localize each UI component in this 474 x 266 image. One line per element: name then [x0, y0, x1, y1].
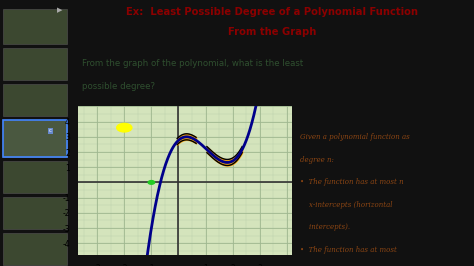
- Text: ▶: ▶: [57, 7, 62, 13]
- Text: possible degree?: possible degree?: [82, 82, 155, 92]
- Text: degree n:: degree n:: [301, 156, 334, 164]
- Text: Given a polynomial function as: Given a polynomial function as: [301, 133, 410, 141]
- Bar: [3, 233, 67, 265]
- Bar: [3, 84, 67, 116]
- Text: c: c: [49, 128, 52, 133]
- Bar: [3, 48, 67, 80]
- Bar: [3, 120, 67, 157]
- Text: From the graph of the polynomial, what is the least: From the graph of the polynomial, what i…: [82, 59, 303, 68]
- Text: x-intercepts (horizontal: x-intercepts (horizontal: [301, 201, 393, 209]
- Bar: [3, 197, 67, 229]
- Bar: [3, 120, 67, 157]
- Text: From the Graph: From the Graph: [228, 27, 316, 37]
- Text: Ex:  Least Possible Degree of a Polynomial Function: Ex: Least Possible Degree of a Polynomia…: [126, 7, 418, 17]
- Text: intercepts).: intercepts).: [301, 223, 350, 231]
- Bar: [3, 161, 67, 193]
- Text: •  The function has at most n: • The function has at most n: [301, 178, 404, 186]
- Circle shape: [117, 123, 132, 132]
- Circle shape: [148, 181, 155, 184]
- Text: •  The function has at most: • The function has at most: [301, 246, 397, 254]
- Bar: [3, 9, 67, 44]
